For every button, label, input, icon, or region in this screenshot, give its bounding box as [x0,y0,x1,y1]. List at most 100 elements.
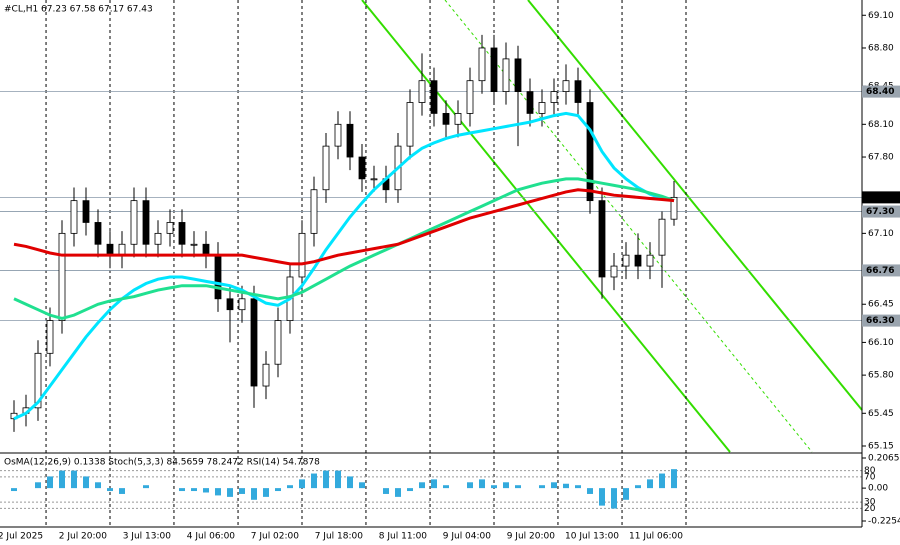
osma-bar [335,470,341,489]
osma-tick-label: 0.00 [868,484,888,494]
x-tick-label: 9 Jul 20:00 [507,532,556,542]
candle-body [646,254,654,267]
osma-tick-label: 0.2065 [868,454,900,464]
price-box [862,314,900,327]
price-box [862,85,900,98]
candle-body [106,243,114,256]
x-tick-label: 3 Jul 13:00 [123,532,172,542]
y-tick-label: 66.45 [868,300,894,310]
price-label: 66.30 [866,316,894,326]
plot [10,34,678,509]
candle-body [118,243,126,256]
osma-bar [587,488,593,494]
candle-body [34,352,42,409]
osma-bar [251,488,257,500]
candle-body [370,178,378,181]
osma-bar [47,476,53,489]
osma-bar [359,482,365,489]
candle-body [310,189,318,234]
y-tick-label: 68.80 [868,43,894,53]
osma-bar [143,485,149,489]
candle-body [442,113,450,125]
osma-bar [443,485,449,489]
y-tick-label: 65.45 [868,409,894,419]
osma-bar [11,488,17,492]
osma-bar [311,473,317,489]
osma-bar [635,485,641,489]
osma-bar [623,488,629,500]
price-label: 68.40 [866,87,894,97]
osma-bar [287,485,293,489]
candle-body [250,298,258,387]
candle-body [478,47,486,82]
osma-bar [551,482,557,489]
osma-bar [611,488,617,509]
candle-body [202,243,210,256]
osma-bar [71,470,77,489]
y-tick-label: 65.80 [868,371,894,381]
channel-line [361,0,731,453]
osma-bar [479,479,485,489]
candle-body [94,222,102,245]
osma-bar [647,479,653,489]
candle-body [490,47,498,92]
candle-body [226,298,234,311]
candle-body [334,123,342,147]
candle-body [166,222,174,234]
candle-body [358,156,366,180]
channel-line [527,0,863,411]
candle-body [550,91,558,103]
candle-body [418,80,426,103]
candle-body [526,91,534,114]
osma-bar [671,469,677,489]
candle-body [574,80,582,103]
osma-bar [323,470,329,489]
price-label: 67.43 [866,193,894,203]
candle-body [622,254,630,267]
osma-bar [491,485,497,489]
x-tick-label: 4 Jul 06:00 [187,532,236,542]
candle-body [238,298,246,311]
osma-bar [263,488,269,497]
candle-body [598,200,606,278]
candle-body [610,265,618,278]
osma-bar [95,482,101,489]
candle-body [346,123,354,158]
osc-tick-label: 80 [864,466,876,476]
candle-body [658,218,666,256]
osc-tick-label: 70 [864,472,876,482]
candle-body [562,80,570,92]
y-tick-label: 68.10 [868,120,894,130]
price-label: 66.76 [866,266,894,276]
osma-bar [563,483,569,489]
x-tick-label: 9 Jul 04:00 [443,532,492,542]
x-tick-label: 7 Jul 02:00 [251,532,300,542]
osma-bar [179,488,185,492]
osma-bar [83,476,89,489]
candle-body [454,113,462,125]
candle-body [538,102,546,114]
osc-tick-label: 20 [864,504,876,514]
candle-body [190,243,198,246]
price-box [862,205,900,218]
osma-bar [539,485,545,489]
indicator-label: OsMA(12,26,9) 0.1338 Stoch(5,3,3) 84.565… [4,458,320,468]
osma-bar [407,488,413,492]
candle-body [502,58,510,92]
osma-bar [191,488,197,492]
y-tick-label: 65.15 [868,442,894,452]
candle-body [262,363,270,387]
y-tick-label: 66.10 [868,338,894,348]
candle-body [466,80,474,114]
osma-bar [215,488,221,496]
osma-bar [383,488,389,494]
osma-bar [515,485,521,489]
x-tick-label: 2 Jul 20:00 [59,532,108,542]
x-tick-label: 11 Jul 06:00 [629,532,683,542]
candle-body [178,222,186,245]
price-label: 67.30 [866,207,894,217]
osc-tick-label: 30 [864,498,876,508]
osma-bar [431,479,437,489]
header: #CL,H1 67.23 67.58 67.17 67.43 [4,5,153,15]
